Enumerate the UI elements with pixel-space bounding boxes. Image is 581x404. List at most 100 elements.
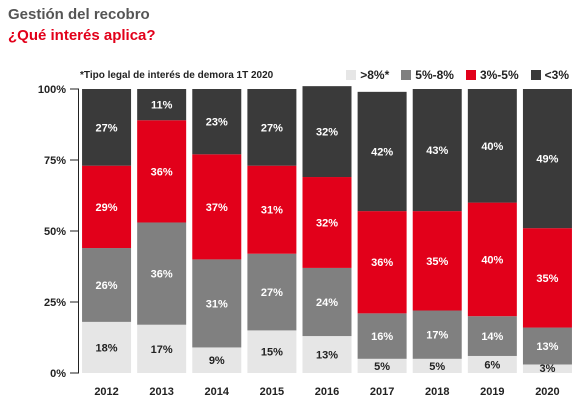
bar-segment [357, 313, 407, 359]
x-tick-label: 2016 [315, 386, 339, 398]
bar-value-label: 36% [371, 257, 393, 269]
bar-value-label: 13% [316, 350, 338, 362]
x-tick-label: 2017 [370, 386, 394, 398]
bar-value-label: 35% [536, 273, 558, 285]
bar-segment [82, 165, 132, 249]
bar-segment [137, 222, 187, 325]
bar-segment [247, 330, 297, 373]
bar-segment [522, 89, 572, 229]
legend-item-3-5: 3%-5% [465, 68, 519, 82]
bar-segment [412, 211, 462, 311]
chart-subtitle: ¿Qué interés aplica? [8, 27, 156, 44]
bar-segment [302, 177, 352, 268]
bar-value-label: 13% [536, 341, 558, 353]
bar-segment [82, 321, 132, 373]
bar-segment [467, 202, 517, 317]
bar-value-label: 17% [426, 330, 448, 342]
bar-value-label: 23% [206, 117, 228, 129]
bar-value-label: 36% [151, 166, 173, 178]
bar-segment [357, 91, 407, 212]
bar-value-label: 36% [151, 269, 173, 281]
bar-segment [82, 248, 132, 322]
bar-segment [302, 267, 352, 337]
bar-value-label: 37% [206, 202, 228, 214]
x-tick-label: 2019 [480, 386, 504, 398]
bar-segment [247, 89, 297, 166]
bar-segment [412, 358, 462, 373]
bar-segment [467, 89, 517, 203]
bar-value-label: 17% [151, 344, 173, 356]
y-tick-label: 100% [38, 84, 66, 96]
legend-item-gt8: >8%* [346, 68, 389, 82]
bar-value-label: 40% [481, 254, 503, 266]
bar-value-label: 31% [261, 205, 283, 217]
bar-value-label: 3% [539, 363, 555, 375]
bar-segment [522, 327, 572, 365]
bar-value-label: 16% [371, 331, 393, 343]
chart-title: Gestión del recobro [8, 6, 150, 23]
x-tick-label: 2014 [205, 386, 230, 398]
bar-segment [137, 89, 187, 121]
legend-swatch-lt3 [530, 70, 541, 80]
bar-segment [302, 336, 352, 373]
bar-segment [357, 211, 407, 314]
legend-item-lt3: <3% [530, 68, 569, 82]
y-tick-label: 75% [44, 155, 66, 167]
bar-segment [247, 165, 297, 254]
bar-value-label: 14% [481, 331, 503, 343]
bar-value-label: 6% [484, 359, 500, 371]
bar-segment [192, 347, 242, 373]
y-tick-label: 0% [50, 368, 66, 380]
bar-segment [412, 89, 462, 212]
bar-segment [522, 228, 572, 328]
bar-segment [302, 86, 352, 178]
bar-segment [357, 358, 407, 373]
bar-value-label: 32% [316, 127, 338, 139]
bar-value-label: 27% [261, 287, 283, 299]
bar-segment [192, 154, 242, 260]
bar-value-label: 5% [374, 361, 390, 373]
x-tick-label: 2018 [425, 386, 449, 398]
x-tick-label: 2015 [260, 386, 284, 398]
bar-value-label: 35% [426, 256, 448, 268]
bar-value-label: 27% [96, 122, 118, 134]
bar-value-label: 26% [96, 280, 118, 292]
bar-segment [247, 253, 297, 331]
y-tick-label: 50% [44, 226, 66, 238]
bar-segment [82, 89, 132, 166]
bar-segment [412, 310, 462, 359]
legend-label-lt3: <3% [544, 68, 569, 82]
bar-value-label: 42% [371, 146, 393, 158]
bar-value-label: 18% [96, 342, 118, 354]
legend-item-5-8: 5%-8% [401, 68, 454, 82]
bar-segment [522, 364, 572, 373]
x-tick-label: 2013 [149, 386, 173, 398]
bar-value-label: 32% [316, 217, 338, 229]
y-tick-label: 25% [44, 297, 66, 309]
bar-value-label: 43% [426, 145, 448, 157]
bar-segment [137, 324, 187, 373]
legend-label-gt8: >8%* [360, 68, 390, 82]
legend-swatch-5-8 [401, 70, 412, 80]
bar-value-label: 29% [96, 202, 118, 214]
bar-value-label: 27% [261, 122, 283, 134]
legend-swatch-gt8 [346, 70, 357, 80]
bar-value-label: 9% [209, 355, 225, 367]
bar-segment [192, 89, 242, 155]
x-tick-label: 2012 [94, 386, 118, 398]
bar-value-label: 11% [151, 100, 173, 112]
x-tick-label: 2020 [535, 386, 559, 398]
bar-segment [192, 259, 242, 348]
bar-value-label: 40% [481, 141, 503, 153]
legend-label-5-8: 5%-8% [415, 68, 454, 82]
bar-value-label: 24% [316, 297, 338, 309]
legend-label-3-5: 3%-5% [479, 68, 519, 82]
bar-segment [467, 316, 517, 356]
legend: >8%* 5%-8% 3%-5% <3% [346, 68, 569, 82]
bar-value-label: 5% [429, 361, 445, 373]
bar-value-label: 49% [536, 154, 558, 166]
legend-swatch-3-5 [465, 70, 476, 80]
chart-note: *Tipo legal de interés de demora 1T 2020 [80, 70, 274, 81]
bar-segment [467, 355, 517, 373]
